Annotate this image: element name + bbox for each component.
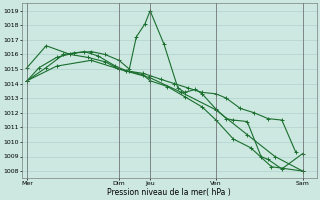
- X-axis label: Pression niveau de la mer( hPa ): Pression niveau de la mer( hPa ): [107, 188, 231, 197]
